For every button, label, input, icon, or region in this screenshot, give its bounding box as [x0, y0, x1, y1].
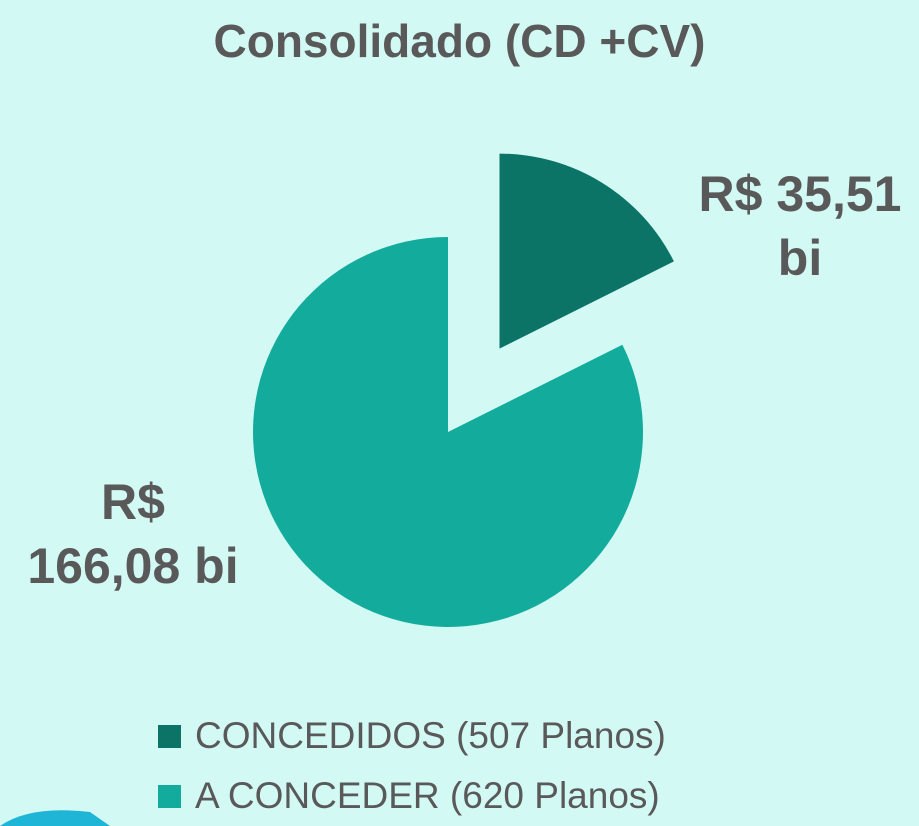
data-label: R$ 35,51 bi: [698, 166, 902, 286]
legend-swatch: [158, 784, 181, 808]
pie-slice: [252, 237, 643, 627]
data-label: R$ 166,08 bi: [27, 474, 239, 594]
legend-label: CONCEDIDOS (507 Planos): [195, 715, 666, 756]
legend-swatch: [158, 724, 181, 748]
pie-slice: [499, 153, 674, 349]
chart-title: Consolidado (CD +CV): [213, 15, 706, 67]
decoration: [0, 810, 110, 826]
legend-label: A CONCEDER (620 Planos): [195, 775, 660, 816]
legend-item: CONCEDIDOS (507 Planos): [158, 715, 666, 757]
legend-item: A CONCEDER (620 Planos): [158, 775, 660, 817]
